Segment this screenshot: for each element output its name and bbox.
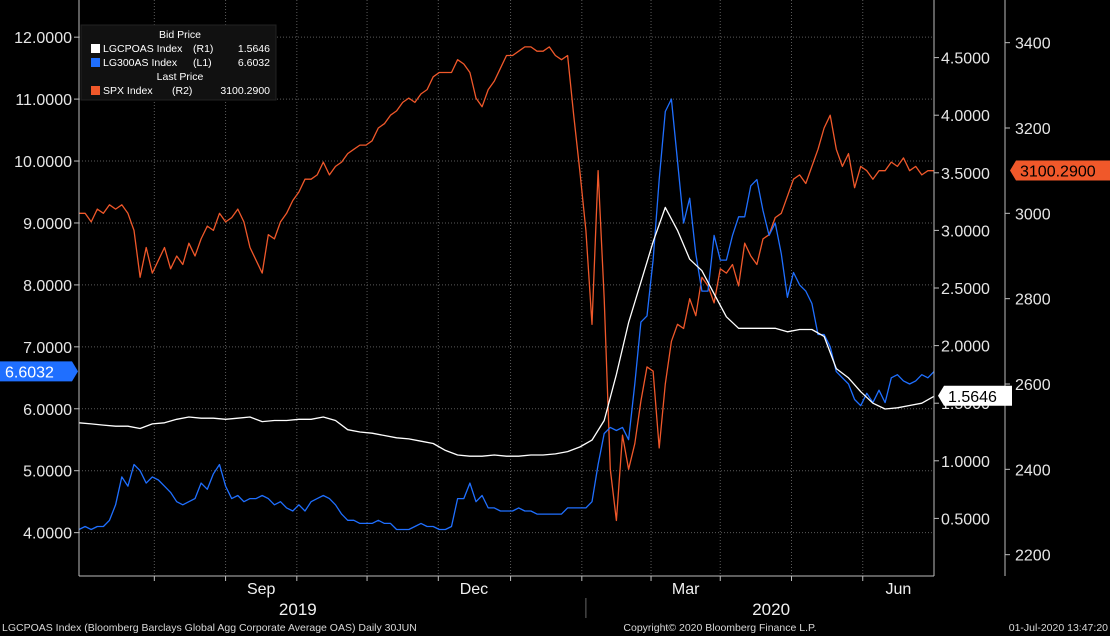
- right2-tick-label: 3200: [1015, 121, 1051, 138]
- right2-tick-label: 3400: [1015, 36, 1051, 53]
- footer-timestamp: 01-Jul-2020 13:47:20: [1009, 622, 1108, 634]
- right2-tick-label: 2600: [1015, 377, 1051, 394]
- last-value-tag-right2: 3100.2900: [1010, 160, 1110, 181]
- right2-tick-label: 2400: [1015, 462, 1051, 479]
- left-tick-label: 7.0000: [23, 340, 72, 357]
- axes: 4.0000 5.0000 6.0000 7.0000 8.0000 9.0000 10.0…: [14, 0, 1051, 619]
- left-tick-label: 9.0000: [23, 216, 72, 233]
- legend-header-bid: Bid Price: [159, 29, 201, 41]
- right1-tick-label: 4.5000: [941, 51, 990, 68]
- right2-tick-label: 2200: [1015, 548, 1051, 565]
- left-tick-label: 11.0000: [15, 92, 72, 109]
- right1-tick-label: 2.5000: [941, 281, 990, 298]
- last-value-tag-left: 6.6032: [0, 361, 78, 382]
- legend: Bid Price LGCPOAS Index (R1) 1.5646 LG30…: [80, 24, 277, 101]
- footer-copyright: Copyright© 2020 Bloomberg Finance L.P.: [623, 622, 816, 634]
- right1-tick-label: 4.0000: [941, 108, 990, 125]
- legend-swatch-spx: [91, 86, 100, 95]
- left-tick-label: 5.0000: [23, 464, 72, 481]
- last-value-tag-right2-shape: [1010, 160, 1110, 181]
- x-tick-label: Sep: [247, 581, 276, 598]
- right1-tick-label: 0.5000: [941, 511, 990, 528]
- x-year-label: 2019: [279, 600, 317, 619]
- last-value-tag-right2-text: 3100.2900: [1020, 164, 1096, 181]
- last-value-tag-right1-text: 1.5646: [948, 389, 997, 406]
- series-line-lg300as: [78, 98, 935, 531]
- last-value-tag-left-shape: [0, 361, 78, 382]
- legend-swatch-lgcpoas: [91, 44, 100, 53]
- legend-label-spx: SPX Index: [103, 85, 153, 97]
- series-layer: [78, 46, 935, 531]
- footer-source: LGCPOAS Index (Bloomberg Barclays Global…: [2, 622, 417, 634]
- legend-axis-spx: (R2): [172, 85, 192, 97]
- right1-tick-label: 2.0000: [941, 339, 990, 356]
- last-value-tags: 6.6032 1.5646 3100.2900: [0, 160, 1110, 406]
- left-tick-label: 6.0000: [23, 402, 72, 419]
- series-line-lgcpoas: [78, 206, 935, 457]
- x-tick-label: Jun: [885, 581, 911, 598]
- legend-header-last: Last Price: [157, 71, 204, 83]
- right1-tick-label: 3.0000: [941, 223, 990, 240]
- x-tick-label: Dec: [460, 581, 488, 598]
- last-value-tag-left-text: 6.6032: [5, 364, 54, 381]
- x-year-label: 2020: [752, 600, 790, 619]
- left-tick-label: 8.0000: [23, 278, 72, 295]
- right1-tick-label: 3.5000: [941, 166, 990, 183]
- left-tick-label: 10.0000: [14, 154, 72, 171]
- x-tick-label: Mar: [672, 581, 700, 598]
- legend-swatch-lg300as: [91, 58, 100, 67]
- legend-box: [80, 24, 277, 101]
- series-line-spx: [79, 46, 934, 522]
- legend-axis-lg300as: (L1): [193, 57, 212, 69]
- legend-axis-lgcpoas: (R1): [193, 43, 213, 55]
- left-tick-label: 12.0000: [14, 30, 72, 47]
- legend-value-lg300as: 6.6032: [238, 57, 270, 69]
- grid: [79, 0, 934, 576]
- legend-value-lgcpoas: 1.5646: [238, 43, 270, 55]
- right1-tick-label: 1.0000: [941, 454, 990, 471]
- last-value-tag-right1: 1.5646: [938, 385, 1012, 406]
- last-value-tag-right1-shape: [938, 385, 1012, 406]
- right2-tick-label: 3000: [1015, 206, 1051, 223]
- legend-label-lgcpoas: LGCPOAS Index: [103, 43, 183, 55]
- legend-value-spx: 3100.2900: [220, 85, 270, 97]
- left-tick-label: 4.0000: [23, 526, 72, 543]
- right2-tick-label: 2800: [1015, 292, 1051, 309]
- legend-label-lg300as: LG300AS Index: [103, 57, 178, 69]
